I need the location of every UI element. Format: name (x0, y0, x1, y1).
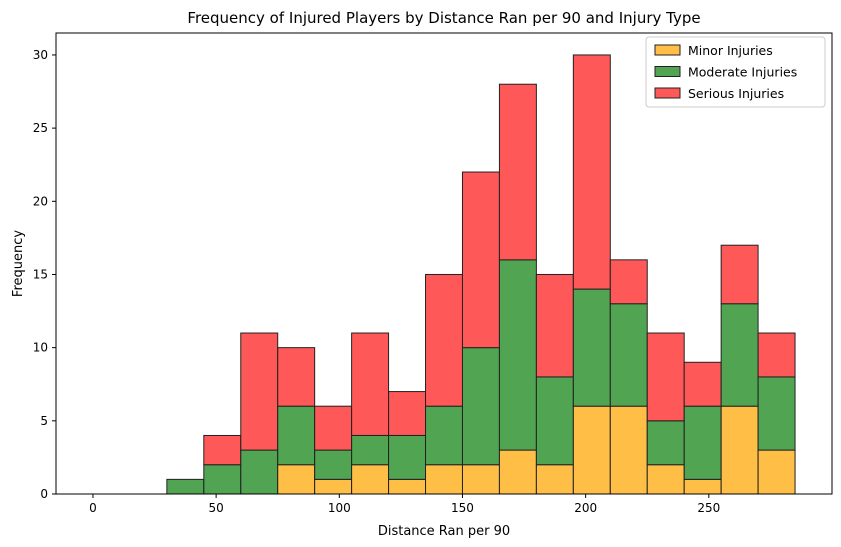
bar-moderate-injuries-7 (351, 434, 390, 466)
bar-serious-injuries-17 (720, 244, 759, 305)
legend-label-serious-injuries: Serious Injuries (688, 86, 784, 101)
y-tick-label: 20 (33, 194, 48, 208)
bar-moderate-injuries-11 (498, 259, 537, 451)
x-tick-label: 200 (574, 501, 597, 515)
bar-moderate-injuries-16 (683, 405, 722, 480)
bar-moderate-injuries-9 (425, 405, 463, 466)
y-tick-label: 15 (33, 267, 48, 281)
legend-label-minor-injuries: Minor Injuries (688, 43, 773, 58)
y-tick-label: 0 (40, 487, 48, 501)
bar-serious-injuries-14 (609, 259, 648, 305)
x-axis-ticks: 0 50 100 150 200 250 (89, 494, 720, 515)
bar-minor-injuries-7 (351, 464, 390, 495)
bar-moderate-injuries-2 (166, 478, 205, 495)
bar-moderate-injuries-3 (203, 464, 242, 495)
bar-serious-injuries-8 (388, 391, 427, 436)
bar-moderate-injuries-6 (314, 449, 353, 480)
y-axis-label: Frequency (11, 230, 26, 297)
bar-serious-injuries-10 (461, 171, 500, 349)
bar-minor-injuries-12 (535, 464, 574, 495)
bar-moderate-injuries-17 (720, 303, 759, 407)
bar-moderate-injuries-18 (757, 376, 796, 451)
bar-serious-injuries-12 (535, 273, 574, 378)
legend-swatch-serious-injuries (654, 87, 681, 99)
bar-minor-injuries-9 (425, 464, 463, 495)
bar-moderate-injuries-15 (646, 420, 685, 466)
bars-group (166, 54, 796, 495)
bar-moderate-injuries-10 (461, 347, 500, 466)
bar-serious-injuries-13 (572, 54, 611, 290)
bar-moderate-injuries-8 (388, 434, 427, 480)
bar-serious-injuries-15 (646, 332, 685, 422)
bar-minor-injuries-5 (277, 464, 316, 495)
legend: Minor Injuries Moderate Injuries Serious I… (645, 36, 826, 108)
x-tick-label: 0 (89, 501, 97, 515)
bar-serious-injuries-11 (498, 83, 537, 261)
bar-moderate-injuries-14 (609, 303, 648, 407)
y-tick-label: 10 (33, 341, 48, 355)
y-tick-label: 5 (40, 414, 48, 428)
x-axis-label: Distance Ran per 90 (378, 524, 510, 539)
y-axis-ticks: 0 5 10 15 20 25 30 (33, 48, 56, 501)
bar-serious-injuries-9 (425, 273, 463, 407)
y-tick-label: 25 (33, 121, 48, 135)
x-tick-label: 150 (451, 501, 474, 515)
legend-swatch-minor-injuries (654, 44, 681, 56)
bar-minor-injuries-14 (609, 405, 648, 495)
bar-minor-injuries-16 (683, 478, 722, 495)
legend-box (645, 36, 826, 108)
chart-title: Frequency of Injured Players by Distance… (187, 9, 700, 27)
bar-moderate-injuries-4 (240, 449, 279, 495)
legend-label-moderate-injuries: Moderate Injuries (688, 65, 797, 80)
legend-swatch-moderate-injuries (654, 66, 681, 77)
bar-serious-injuries-5 (277, 347, 316, 407)
bar-moderate-injuries-13 (572, 288, 611, 407)
bar-serious-injuries-3 (203, 434, 242, 466)
y-tick-label: 30 (33, 48, 48, 62)
bar-minor-injuries-10 (461, 464, 500, 495)
bar-serious-injuries-4 (240, 332, 279, 451)
bar-minor-injuries-11 (498, 449, 537, 495)
bar-moderate-injuries-5 (277, 405, 316, 466)
x-tick-label: 50 (208, 501, 223, 515)
bar-minor-injuries-15 (646, 464, 685, 495)
bar-serious-injuries-18 (757, 332, 796, 378)
bar-minor-injuries-13 (572, 405, 611, 495)
bar-minor-injuries-18 (757, 449, 796, 495)
bar-minor-injuries-8 (388, 478, 427, 495)
bar-minor-injuries-6 (314, 478, 353, 495)
bar-serious-injuries-16 (683, 361, 722, 407)
x-tick-label: 100 (328, 501, 351, 515)
bar-serious-injuries-6 (314, 405, 353, 451)
plot-frame (55, 32, 833, 495)
bar-serious-injuries-7 (351, 332, 390, 436)
bar-moderate-injuries-12 (535, 376, 574, 466)
x-tick-label: 250 (697, 501, 720, 515)
bar-minor-injuries-17 (720, 405, 759, 495)
